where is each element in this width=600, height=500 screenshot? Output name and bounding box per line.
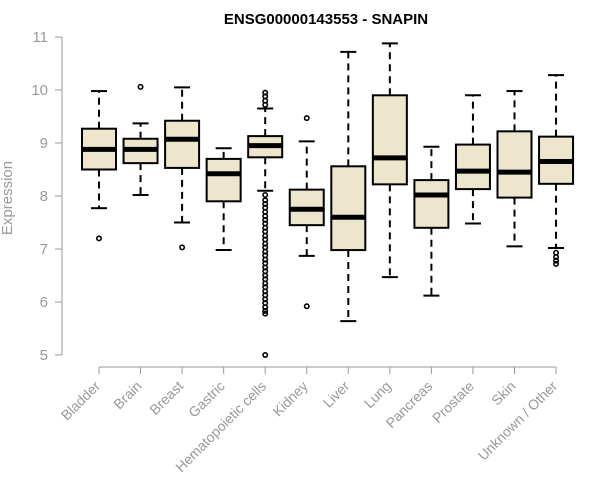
x-tick-label: Brain xyxy=(110,378,144,412)
box-breast xyxy=(164,86,201,251)
y-tick-label: 11 xyxy=(32,29,48,46)
outlier-point xyxy=(262,310,269,317)
outlier-point xyxy=(553,257,560,264)
outlier-point xyxy=(137,83,144,90)
box-brain xyxy=(122,83,159,196)
iqr-box xyxy=(413,179,450,229)
y-tick-label: 8 xyxy=(40,188,48,205)
iqr-box xyxy=(496,130,533,199)
x-tick-label: Prostate xyxy=(429,378,477,426)
iqr-box xyxy=(164,119,201,169)
box-unknown-other xyxy=(538,74,575,267)
iqr-box xyxy=(371,94,408,186)
box-liver xyxy=(330,50,367,323)
outlier-point xyxy=(262,89,269,96)
iqr-box xyxy=(205,157,242,203)
outlier-point xyxy=(179,244,186,251)
box-hematopoietic-cells xyxy=(247,89,284,358)
y-axis-label: Expression xyxy=(0,161,16,235)
box-bladder xyxy=(81,90,117,242)
box-pancreas xyxy=(413,145,450,297)
box-lung xyxy=(371,42,408,279)
outlier-point xyxy=(262,308,269,315)
y-tick-label: 7 xyxy=(40,241,48,258)
outlier-point xyxy=(553,260,560,267)
x-tick-label: Bladder xyxy=(58,378,104,424)
outlier-point xyxy=(96,235,103,242)
outlier-point xyxy=(262,351,269,358)
box-skin xyxy=(496,90,533,248)
y-tick-label: 10 xyxy=(31,82,48,99)
x-tick-label: Kidney xyxy=(269,378,311,420)
iqr-box xyxy=(330,165,367,252)
outlier-point xyxy=(303,115,310,122)
x-tick-label: Lung xyxy=(361,378,394,411)
box-gastric xyxy=(205,147,242,252)
x-tick-label: Skin xyxy=(488,378,519,409)
outlier-point xyxy=(303,303,310,310)
box-prostate xyxy=(454,94,491,225)
outlier-point xyxy=(262,191,269,198)
box-kidney xyxy=(288,115,325,310)
y-tick-label: 6 xyxy=(40,294,48,311)
x-tick-label: Breast xyxy=(146,378,186,418)
chart-title: ENSG00000143553 - SNAPIN xyxy=(224,11,428,28)
plot-area xyxy=(81,42,575,358)
iqr-box xyxy=(454,143,491,191)
y-tick-label: 9 xyxy=(40,135,48,152)
x-tick-label: Liver xyxy=(320,378,353,411)
y-tick-label: 5 xyxy=(40,347,48,364)
x-tick-label: Unknown / Other xyxy=(475,378,561,464)
